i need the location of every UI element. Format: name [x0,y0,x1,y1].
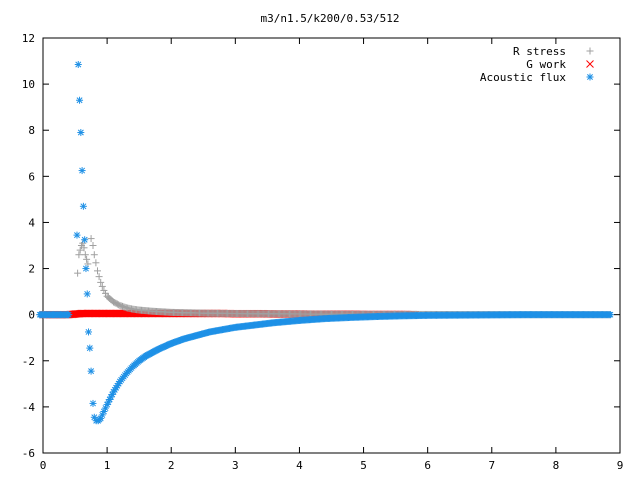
y-tick-label: 12 [22,32,35,45]
x-tick-label: 9 [617,459,624,472]
data-point [89,399,97,407]
data-point [87,367,95,375]
data-point [75,251,83,259]
legend-marker [586,73,594,81]
x-tick-label: 7 [488,459,495,472]
legend-label: R stress [513,45,566,58]
data-point [74,61,82,69]
legend-marker [586,60,594,68]
y-tick-label: -2 [22,355,35,368]
legend-label: G work [526,58,566,71]
data-point [87,235,95,243]
y-tick-label: -6 [22,447,35,460]
data-point [92,259,100,267]
series-acoustic-flux [36,61,614,425]
x-tick-label: 6 [424,459,431,472]
data-point [86,344,94,352]
x-tick-label: 1 [104,459,111,472]
y-tick-label: 2 [28,263,35,276]
data-point [74,269,82,277]
data-point [90,251,98,259]
x-tick-label: 0 [40,459,47,472]
x-tick-label: 3 [232,459,239,472]
legend-marker [586,47,594,55]
x-tick-label: 2 [168,459,175,472]
data-point [95,273,103,281]
data-point [93,267,101,275]
y-tick-label: -4 [22,401,36,414]
data-marks [36,61,614,425]
data-point [73,231,81,239]
x-tick-label: 4 [296,459,303,472]
data-point [83,255,91,263]
data-point [78,167,86,175]
y-tick-label: 0 [28,309,35,322]
series-r-stress [36,235,614,319]
data-point [100,286,108,294]
data-point [80,244,88,252]
data-point [97,414,105,422]
data-point [83,290,91,298]
plot-frame [42,37,621,454]
y-tick-label: 4 [28,216,35,229]
data-point [606,311,614,319]
x-tick-label: 5 [360,459,367,472]
data-point [97,278,105,286]
y-tick-label: 8 [28,124,35,137]
data-point [77,129,85,137]
data-point [81,236,89,244]
data-point [65,311,73,319]
legend-label: Acoustic flux [480,71,566,84]
data-point [89,242,97,249]
data-point [79,202,87,210]
x-tick-label: 8 [553,459,560,472]
y-tick-label: 6 [28,170,35,183]
data-point [85,328,93,336]
data-point [81,251,89,259]
data-point [76,246,84,254]
y-tick-label: 10 [22,78,35,91]
data-point [76,96,84,104]
data-point [102,289,110,297]
chart-title: m3/n1.5/k200/0.53/512 [260,12,399,25]
data-point [82,265,90,273]
data-point [98,282,106,290]
